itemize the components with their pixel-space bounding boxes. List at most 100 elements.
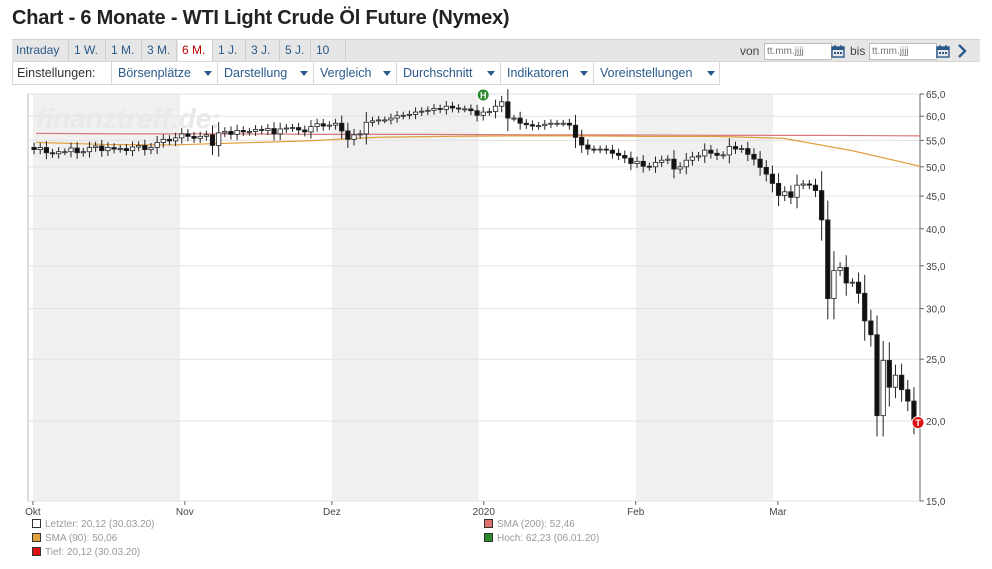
candle-body xyxy=(812,184,819,191)
legend-swatch xyxy=(32,547,41,556)
candle-body xyxy=(37,147,43,151)
period-tab-6-m[interactable]: 6 M. xyxy=(178,40,213,61)
settings-bar: Einstellungen: Börsenplätze Darstellung Ve… xyxy=(12,61,720,85)
legend-label: SMA (200): 52,46 xyxy=(497,519,575,530)
candle-body xyxy=(123,148,129,152)
candle-body xyxy=(579,136,585,146)
period-tab-1-w[interactable]: 1 W. xyxy=(70,40,106,61)
period-tab-1-j[interactable]: 1 J. xyxy=(214,40,246,61)
candle-body xyxy=(443,105,449,110)
period-tab-intraday[interactable]: Intraday xyxy=(12,40,69,61)
candle-body xyxy=(376,119,382,122)
legend-item: SMA (200): 52,46 xyxy=(484,519,575,530)
candle-body xyxy=(382,119,388,122)
period-tab-3-m[interactable]: 3 M. xyxy=(143,40,177,61)
period-tab-5-j[interactable]: 5 J. xyxy=(281,40,311,61)
candle-body xyxy=(800,183,806,186)
candle-body xyxy=(505,101,511,119)
candle-body xyxy=(191,135,197,139)
y-tick-label: 45,0 xyxy=(926,192,946,203)
candle-body xyxy=(31,146,37,151)
candle-body xyxy=(68,147,74,153)
candle-body xyxy=(62,151,68,154)
candle-body xyxy=(456,107,462,110)
candle-body xyxy=(437,108,443,110)
legend-label: SMA (90): 50,06 xyxy=(45,533,118,544)
candle-body xyxy=(782,191,788,196)
candle-body xyxy=(326,124,333,127)
candle-body xyxy=(462,108,468,111)
candle-body xyxy=(677,166,683,170)
menu-label: Börsenplätze xyxy=(118,66,191,80)
period-tab-10-j[interactable]: 10 J. xyxy=(312,40,346,78)
chevron-down-icon xyxy=(300,71,308,76)
candle-body xyxy=(720,154,726,157)
high-marker xyxy=(476,88,490,102)
menu-durchschnitt[interactable]: Durchschnitt xyxy=(396,62,500,84)
candle-body xyxy=(862,292,868,322)
candle-body xyxy=(819,190,825,221)
menu-voreinstellungen[interactable]: Voreinstellungen xyxy=(593,62,720,84)
y-tick-label: 25,0 xyxy=(926,355,946,366)
candle-body xyxy=(542,123,548,127)
candle-body xyxy=(535,125,542,128)
chevron-down-icon xyxy=(707,71,715,76)
candle-body xyxy=(486,111,492,114)
legend-item: SMA (90): 50,06 xyxy=(32,533,117,544)
menu-darstellung[interactable]: Darstellung xyxy=(217,62,313,84)
candle-body xyxy=(203,134,209,137)
menu-vergleich[interactable]: Vergleich xyxy=(313,62,396,84)
candle-body xyxy=(671,158,677,170)
candle-body xyxy=(43,147,49,154)
candle-body xyxy=(905,389,911,402)
candle-body xyxy=(554,122,560,125)
menu-indikatoren[interactable]: Indikatoren xyxy=(500,62,593,84)
candle-body xyxy=(136,145,142,148)
period-tab-3-j[interactable]: 3 J. xyxy=(247,40,280,61)
candle-body xyxy=(209,134,216,146)
chevron-right-icon[interactable] xyxy=(956,43,968,59)
candle-body xyxy=(172,137,179,142)
calendar-icon[interactable] xyxy=(831,44,845,58)
candle-body xyxy=(74,147,80,154)
y-tick-label: 55,0 xyxy=(926,136,946,147)
sma90-line xyxy=(35,135,921,167)
price-chart: 65,0 60,0 55,0 50,0 45,0 40,0 35,0 30,0 25,0 20,0… xyxy=(25,88,946,518)
low-marker xyxy=(911,416,925,430)
settings-label: Einstellungen: xyxy=(17,66,96,80)
menu-b-rsenpl-tze[interactable]: Börsenplätze xyxy=(111,62,217,84)
candle-body xyxy=(400,114,406,117)
candle-body xyxy=(449,105,456,109)
candle-body xyxy=(148,147,154,151)
candle-body xyxy=(179,133,185,139)
candle-body xyxy=(394,115,400,119)
candle-body xyxy=(228,131,234,135)
candle-body xyxy=(357,133,363,136)
candle-body xyxy=(480,111,486,116)
candle-body xyxy=(572,124,579,138)
candle-body xyxy=(105,147,111,152)
candle-body xyxy=(517,117,523,124)
legend-label: Tief: 20,12 (30.03.20) xyxy=(45,547,141,558)
candle-body xyxy=(899,374,905,391)
candle-body xyxy=(874,334,880,417)
from-label: von xyxy=(740,44,760,58)
candle-body xyxy=(689,156,696,161)
period-tab-1-m[interactable]: 1 M. xyxy=(107,40,142,61)
date-range: von bis xyxy=(740,41,972,60)
x-tick-label: Dez xyxy=(323,507,341,518)
chevron-down-icon xyxy=(487,71,495,76)
candle-body xyxy=(431,108,437,111)
from-date-input[interactable] xyxy=(764,43,832,60)
candle-body xyxy=(265,128,271,131)
candle-body xyxy=(240,130,246,133)
chevron-down-icon xyxy=(204,71,212,76)
to-date-input[interactable] xyxy=(869,43,937,60)
candle-body xyxy=(289,127,296,129)
candle-body xyxy=(757,158,763,168)
calendar-icon[interactable] xyxy=(936,44,950,58)
candle-body xyxy=(351,134,357,140)
y-tick-label: 40,0 xyxy=(926,225,946,236)
candle-body xyxy=(837,267,843,272)
